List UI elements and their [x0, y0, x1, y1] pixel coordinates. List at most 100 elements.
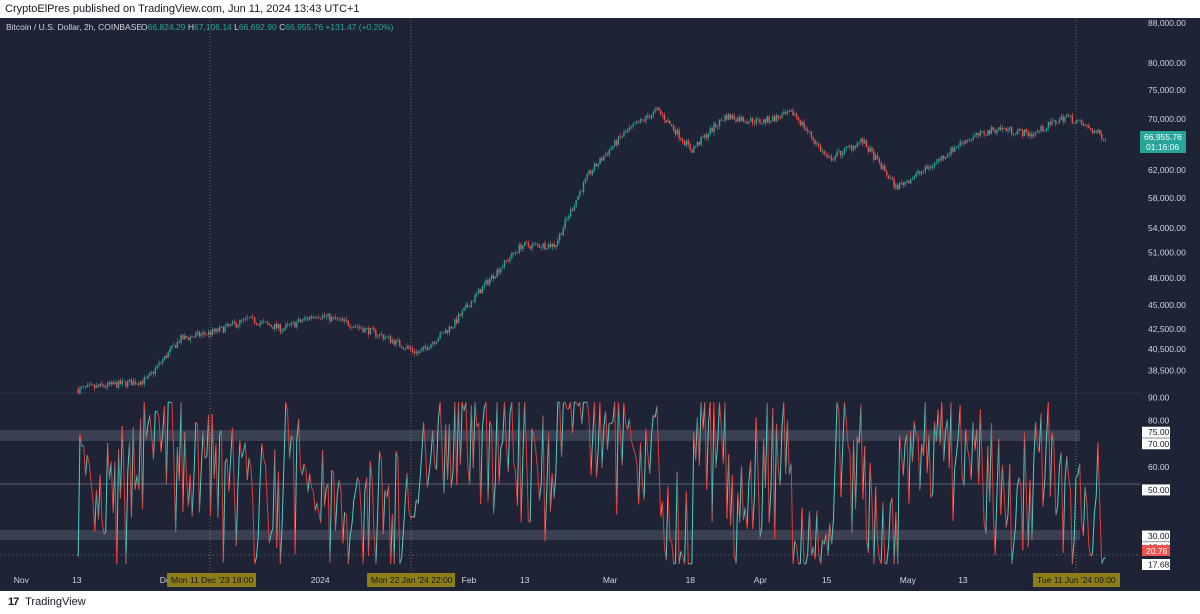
candle-body — [999, 127, 1002, 130]
rsi-tick-label: 30.00 — [1148, 531, 1170, 541]
candle-body — [860, 138, 862, 143]
candle-body — [974, 135, 976, 137]
candle-body — [485, 280, 487, 285]
candle-body — [266, 321, 269, 324]
candle-body — [187, 337, 190, 340]
candle-body — [388, 336, 390, 337]
candle-body — [465, 304, 467, 309]
candle-body — [648, 116, 651, 119]
candle-body — [858, 142, 860, 143]
price-axis-panel[interactable] — [1140, 18, 1200, 591]
candle-body — [915, 173, 917, 177]
candle-body — [535, 243, 537, 245]
candle-body — [834, 156, 836, 160]
candle-body — [331, 316, 333, 322]
rsi-tick-label: 70.00 — [1148, 439, 1170, 449]
candle-body — [336, 318, 338, 320]
candle-body — [437, 338, 440, 342]
price-tick-label: 45,000.00 — [1148, 300, 1186, 310]
chart-canvas[interactable]: 88,000.0080,000.0075,000.0070,000.0066,0… — [0, 18, 1200, 591]
candle-body — [727, 114, 730, 120]
candle-body — [375, 330, 377, 337]
candle-body — [621, 136, 623, 137]
candle-body — [917, 171, 919, 174]
candle-body — [110, 381, 112, 385]
crosshair-time-label-2: Mon 22 Jan '24 22:00 — [371, 575, 453, 585]
candle-body — [691, 149, 693, 153]
candle-body — [939, 159, 941, 161]
candle-body — [987, 130, 989, 136]
tradingview-brand[interactable]: 17 TradingView — [8, 595, 86, 609]
rsi-tick-box — [1142, 484, 1170, 496]
candle-body — [959, 141, 961, 147]
candle-body — [770, 121, 772, 123]
candle-body — [384, 337, 386, 339]
candle-body — [496, 269, 498, 277]
candle-body — [889, 177, 892, 179]
candle-body — [1071, 115, 1074, 123]
candle-body — [343, 319, 346, 321]
candle-body — [248, 317, 250, 319]
candle-body — [906, 180, 908, 182]
candle-body — [625, 132, 627, 133]
candle-body — [619, 136, 621, 137]
candle-body — [154, 368, 157, 374]
candle-body — [913, 176, 915, 180]
candle-body — [323, 315, 326, 317]
rsi-tick-box — [1142, 426, 1170, 438]
candle-body — [566, 218, 568, 220]
candle-body — [663, 115, 666, 121]
candle-body — [1062, 116, 1064, 122]
candle-body — [682, 139, 684, 142]
candle-body — [575, 200, 577, 207]
candle-body — [108, 382, 111, 385]
price-tick-label: 62,000.00 — [1148, 165, 1186, 175]
crosshair-time-label-3: Tue 11 Jun '24 09:00 — [1037, 575, 1116, 585]
candle-body — [507, 260, 509, 262]
time-tick-label: 18 — [686, 575, 696, 585]
chart-area[interactable]: 88,000.0080,000.0075,000.0070,000.0066,0… — [0, 18, 1200, 591]
candle-body — [533, 243, 535, 245]
candle-body — [862, 138, 864, 144]
candle-body — [911, 179, 914, 180]
candle-body — [441, 332, 443, 334]
candle-body — [998, 127, 1000, 131]
candle-body — [582, 182, 585, 192]
candle-body — [1001, 128, 1004, 130]
candle-body — [97, 385, 100, 387]
candle-body — [667, 120, 669, 123]
price-tick-label: 58,000.00 — [1148, 193, 1186, 203]
candle-body — [454, 319, 456, 328]
candle-body — [591, 170, 594, 174]
candle-body — [222, 326, 225, 333]
candle-body — [1093, 131, 1096, 133]
candle-body — [476, 293, 478, 295]
rsi-line-rising — [77, 401, 1106, 565]
price-tick-label: 80,000.00 — [1148, 58, 1186, 68]
candle-body — [865, 140, 868, 148]
candle-body — [378, 333, 381, 336]
candle-body — [461, 310, 463, 316]
candle-body — [367, 328, 370, 335]
candle-body — [268, 323, 270, 326]
candle-body — [217, 328, 219, 332]
time-tick-label: 15 — [822, 575, 832, 585]
candle-body — [1082, 123, 1085, 126]
rsi-value-tag-text: 20.76 — [1146, 546, 1168, 556]
candle-body — [1012, 133, 1015, 135]
candle-body — [805, 128, 807, 130]
candle-body — [116, 382, 118, 388]
candle-body — [830, 156, 833, 161]
candle-body — [829, 156, 831, 158]
candle-body — [687, 140, 689, 145]
candle-body — [571, 209, 574, 211]
candle-body — [536, 243, 539, 245]
candle-body — [112, 381, 114, 385]
candle-body — [1003, 128, 1006, 129]
candle-body — [606, 154, 609, 156]
candle-body — [1047, 122, 1050, 129]
legend-high-label: H — [188, 22, 194, 32]
candle-body — [937, 159, 939, 162]
time-axis-ticks: Nov13Dec2024Feb13Mar18Apr15May13Jun — [14, 575, 1065, 585]
candle-body — [200, 334, 202, 337]
